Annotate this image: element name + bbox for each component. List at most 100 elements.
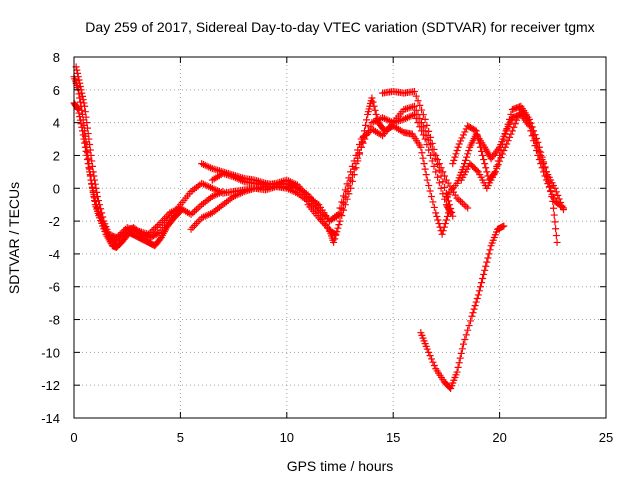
data-point [439,227,447,235]
data-point [467,317,475,325]
data-point [473,166,481,174]
data-point [414,97,422,105]
data-point [491,168,499,176]
data-point [476,283,484,291]
data-point [464,150,472,158]
data-point [483,258,491,266]
data-point [504,120,512,128]
data-point [530,127,538,135]
data-point [421,135,429,143]
data-point [468,312,476,320]
data-point [363,116,371,124]
data-point [338,198,346,206]
data-point [356,141,364,149]
data-point [371,106,379,114]
data-point [192,206,200,214]
data-point [341,201,349,209]
data-point [557,198,565,206]
data-point [551,184,559,192]
data-point [437,172,445,180]
data-point [462,156,470,164]
data-point [480,156,488,164]
data-point [362,121,370,129]
data-point [439,178,447,186]
data-point [81,143,89,151]
data-point [88,183,96,191]
data-point [423,121,431,129]
data-point [428,139,436,147]
data-point [416,101,424,109]
x-tick-label: 10 [280,430,294,445]
data-point [461,336,469,344]
data-point [457,349,465,357]
data-point [462,331,470,339]
data-point [471,126,479,134]
data-point [483,168,491,176]
data-point [412,106,420,114]
data-point [94,197,102,205]
data-point [548,192,556,200]
data-point [514,113,522,121]
data-point [455,140,463,148]
data-point [500,135,508,143]
data-point [334,224,342,232]
data-point [336,217,344,225]
data-point [478,279,486,287]
data-point [551,218,559,226]
data-point [75,109,83,117]
data-point [428,355,436,363]
data-point [484,254,492,262]
data-point [446,201,454,209]
data-point [473,131,481,139]
data-point [481,266,489,274]
data-point [430,162,438,170]
y-tick-label: 2 [53,148,60,163]
data-point [550,211,558,219]
data-point [421,127,429,135]
data-point [428,192,436,200]
data-point [457,197,465,205]
data-point [340,199,348,207]
data-point [474,291,482,299]
data-point [462,202,470,210]
y-tick-label: -2 [48,214,60,229]
data-points [70,63,567,392]
data-point [428,145,436,153]
data-point [434,160,442,168]
data-point [441,183,449,191]
data-point [153,222,161,230]
data-point [345,190,353,198]
data-point [93,204,101,212]
data-point [80,99,88,107]
data-point [538,153,546,161]
data-point [81,108,89,116]
y-tick-label: -10 [41,345,60,360]
data-point [423,131,431,139]
data-point [535,143,543,151]
data-point [331,235,339,243]
data-point [340,206,348,214]
series-track-13 [457,102,567,214]
data-point [506,133,514,141]
data-point [513,116,521,124]
data-point [91,194,99,202]
data-point [419,154,427,162]
data-point [439,168,447,176]
data-point [418,119,426,127]
x-tick-label: 25 [599,430,613,445]
data-point [94,207,102,215]
data-point [75,76,83,84]
data-point [430,150,438,158]
data-point [78,89,86,97]
data-point [479,151,487,159]
data-point [493,162,501,170]
data-point [86,172,94,180]
series-track-8 [379,87,472,212]
data-point [80,135,88,143]
data-point [504,137,512,145]
data-point [445,197,453,205]
data-point [86,146,94,154]
data-point [352,164,360,172]
data-point [429,198,437,206]
